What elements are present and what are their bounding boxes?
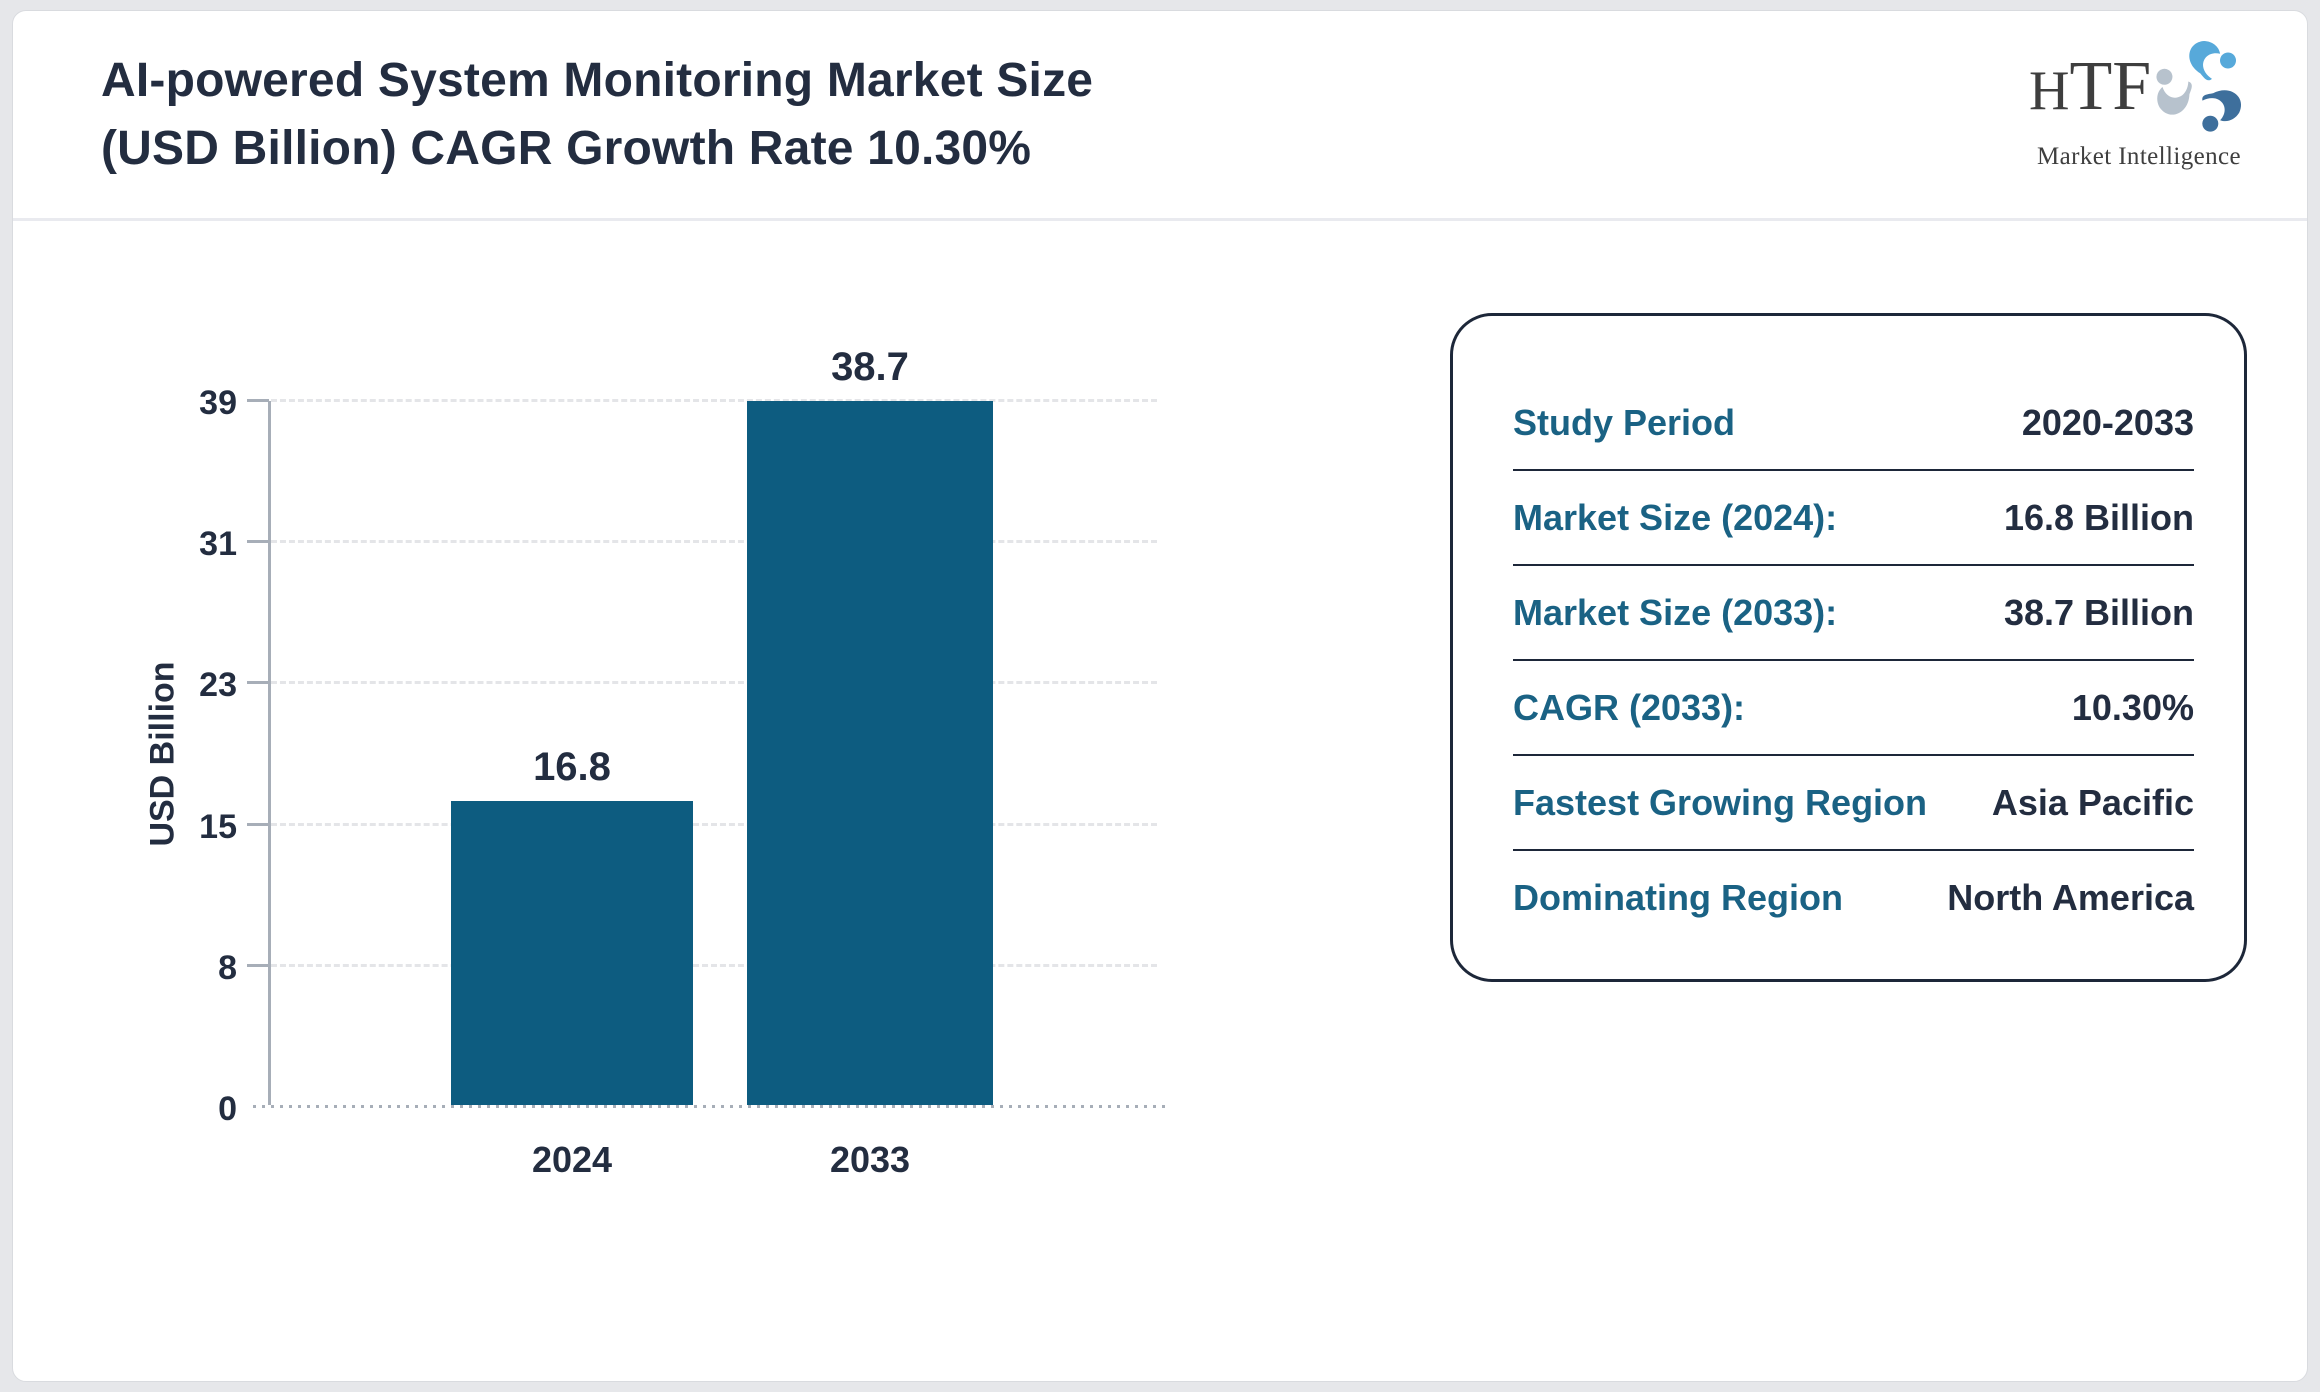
info-label: Dominating Region	[1513, 876, 1843, 918]
info-value: 16.8 Billion	[2003, 496, 2194, 538]
info-row: Market Size (2033): 38.7 Billion	[1513, 566, 2194, 661]
y-axis-line	[268, 401, 271, 1107]
y-tick-mark	[247, 540, 269, 544]
header-divider	[13, 218, 2307, 221]
info-value: 2020-2033	[2021, 401, 2194, 443]
info-label: Market Size (2033):	[1513, 591, 1838, 633]
gridline	[271, 399, 1157, 402]
y-tick-label: 23	[199, 666, 237, 705]
market-summary-panel: Study Period 2020-2033 Market Size (2024):…	[1450, 313, 2247, 982]
info-row: Dominating Region North America	[1513, 851, 2194, 944]
htf-logo-tagline: Market Intelligence	[2036, 143, 2242, 170]
bar-group-2033: 38.7 2033	[747, 347, 993, 1180]
htf-logo: HTF Market Intelligence	[2029, 33, 2249, 171]
y-tick-label: 31	[199, 525, 237, 564]
bar-chart-plot-area: USD Billion 0 8 15 23 31 39 16.8 2024 38.7 2033	[144, 347, 1171, 1180]
y-tick-mark	[247, 963, 269, 967]
y-tick-mark	[247, 822, 269, 826]
bar-2033	[747, 401, 993, 1107]
info-row: CAGR (2033): 10.30%	[1513, 661, 2194, 756]
bar-value-label: 16.8	[533, 744, 611, 789]
info-row: Study Period 2020-2033	[1513, 376, 2194, 471]
info-row: Market Size (2024): 16.8 Billion	[1513, 471, 2194, 566]
y-tick-label: 39	[199, 384, 237, 422]
info-value: 38.7 Billion	[2003, 591, 2194, 633]
info-value: 10.30%	[2071, 686, 2194, 728]
info-row: Fastest Growing Region Asia Pacific	[1513, 756, 2194, 851]
page-title-line-1: AI-powered System Monitoring Market Size	[101, 54, 1094, 107]
x-axis-baseline	[247, 1105, 1171, 1108]
y-tick-mark	[247, 681, 269, 685]
info-value: North America	[1947, 876, 2194, 918]
y-tick-mark	[247, 399, 269, 402]
bar-value-label: 38.7	[831, 345, 909, 389]
x-axis-label: 2024	[531, 1139, 613, 1180]
y-tick-label: 8	[218, 948, 237, 987]
y-tick-label: 15	[199, 807, 237, 846]
gridline	[271, 822, 1157, 826]
x-axis-label: 2033	[829, 1139, 911, 1180]
gridline	[271, 681, 1157, 685]
bar-2024	[451, 800, 693, 1107]
report-card: AI-powered System Monitoring Market Size…	[12, 10, 2308, 1382]
info-value: Asia Pacific	[1991, 781, 2194, 823]
gridline	[271, 963, 1157, 967]
bar-group-2024: 16.8 2024	[451, 401, 693, 1180]
info-label: Market Size (2024):	[1513, 496, 1838, 538]
htf-logo-text: HTF	[2029, 48, 2152, 125]
page-title-line-2: (USD Billion) CAGR Growth Rate 10.30%	[101, 122, 1032, 175]
market-summary-rows: Study Period 2020-2033 Market Size (2024):…	[1513, 376, 2194, 944]
gridline	[271, 540, 1157, 544]
three-figures-swirl-icon	[2153, 37, 2248, 138]
y-tick-label: 0	[218, 1090, 237, 1128]
info-label: CAGR (2033):	[1513, 686, 1746, 728]
info-label: Fastest Growing Region	[1513, 781, 1928, 823]
info-label: Study Period	[1513, 401, 1736, 443]
page-title: AI-powered System Monitoring Market Size…	[101, 47, 1093, 183]
